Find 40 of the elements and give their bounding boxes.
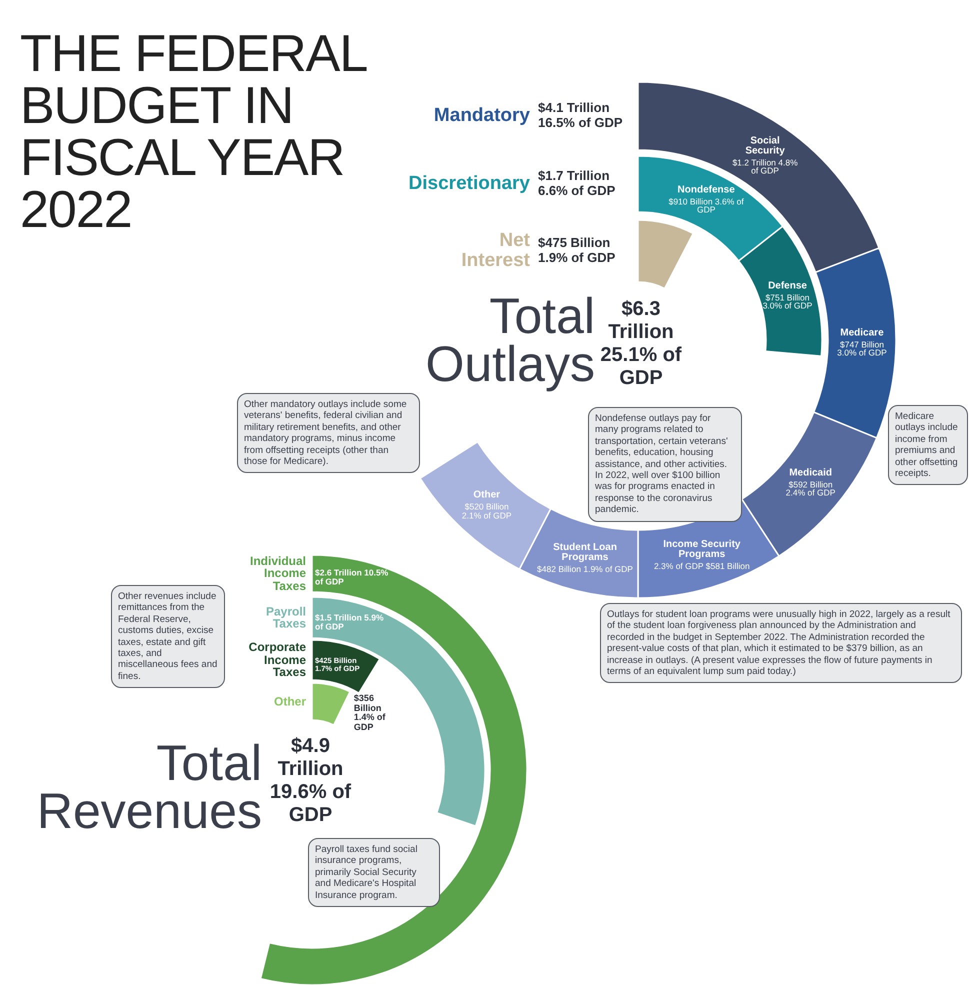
text: Nondefense outlays pay for many programs related to transportation, certain veterans' benefits, education, housing assistance, and other activities. In 2022, well over $100 billion was for programs enacted in response to the coronavirus pandemic. [595,413,728,516]
category-label: Corporate Income Taxes [248,640,306,680]
category-label: Medicare [839,327,885,338]
data-label: $592 Billion 2.4% of GDP [784,479,836,498]
data-label: $1.5 Trillion 5.9% of GDP [315,612,385,632]
category-label: Other [272,694,306,708]
data-label: $482 Billion 1.9% of GDP [536,563,634,574]
text: Payroll taxes fund social insurance programs, primarily Social Security and Medicare's Hospital Insurance program. [308,838,440,907]
text: $6.3 Trillion 25.1% of GDP [599,298,683,390]
text: Total Outlays [424,288,595,392]
text: $1.7 Trillion 6.6% of GDP [538,168,616,199]
text: Other mandatory outlays include some veterans' benefits, federal civilian and military retirement benefits, and other mandatory programs, minus income from offsetting receipts (other than those for Medicare). [237,393,420,474]
category-label: Nondefense [676,184,736,196]
text: $4.1 Trillion 16.5% of GDP [538,100,624,131]
data-label: $747 Billion 3.0% of GDP [836,339,888,358]
category-label: Other [472,490,502,501]
data-label: $751 Billion 3.0% of GDP [762,292,814,311]
text: THE FEDERAL BUDGET IN FISCAL YEAR 2022 [20,25,367,239]
category-label: Individual Income Taxes [248,554,306,593]
text: Total Revenues [36,735,262,838]
data-label: 2.3% of GDP $581 Billion [652,560,751,570]
category-label: Social Security [744,135,786,156]
text: Mandatory [432,105,530,126]
category-label: Payroll Taxes [264,604,306,630]
category-label: Income Security Programs [662,538,742,560]
data-label: $1.2 Trillion 4.8% of GDP [731,157,799,176]
data-label: $520 Billion 2.1% of GDP [460,502,513,520]
text: Outlays for student loan programs were unusually high in 2022, largely as a result of the student loan forgiveness plan announced by the Administration and recorded in the budget in September 2022. The Administration recorded the present-value costs of that plan, which it estimated to be $379 billion, as an increase in outlays. (A present value expresses the flow of future payments in terms of an equivalent lump sum paid today.) [600,603,962,684]
text: Discretionary [408,173,530,194]
data-label: $356 Billion 1.4% of GDP [354,692,386,734]
category-label: Student Loan Programs [552,541,618,562]
text: Medicare outlays include income from premiums and other offsetting receipts. [888,405,968,486]
text: $4.9 Trillion 19.6% of GDP [268,735,352,827]
category-label: Medicaid [788,467,833,478]
category-label: Net Interest [460,230,530,271]
data-label: $2.6 Trillion 10.5% of GDP [315,567,389,587]
data-label: $475 Billion 1.9% of GDP [538,235,616,266]
category-label: Defense [767,280,808,292]
data-label: $910 Billion 3.6% of GDP [668,196,745,215]
text: Other revenues include remittances from the Federal Reserve, customs duties, excise taxes, estate and gift taxes, and miscellaneous fees and fines. [111,585,225,688]
